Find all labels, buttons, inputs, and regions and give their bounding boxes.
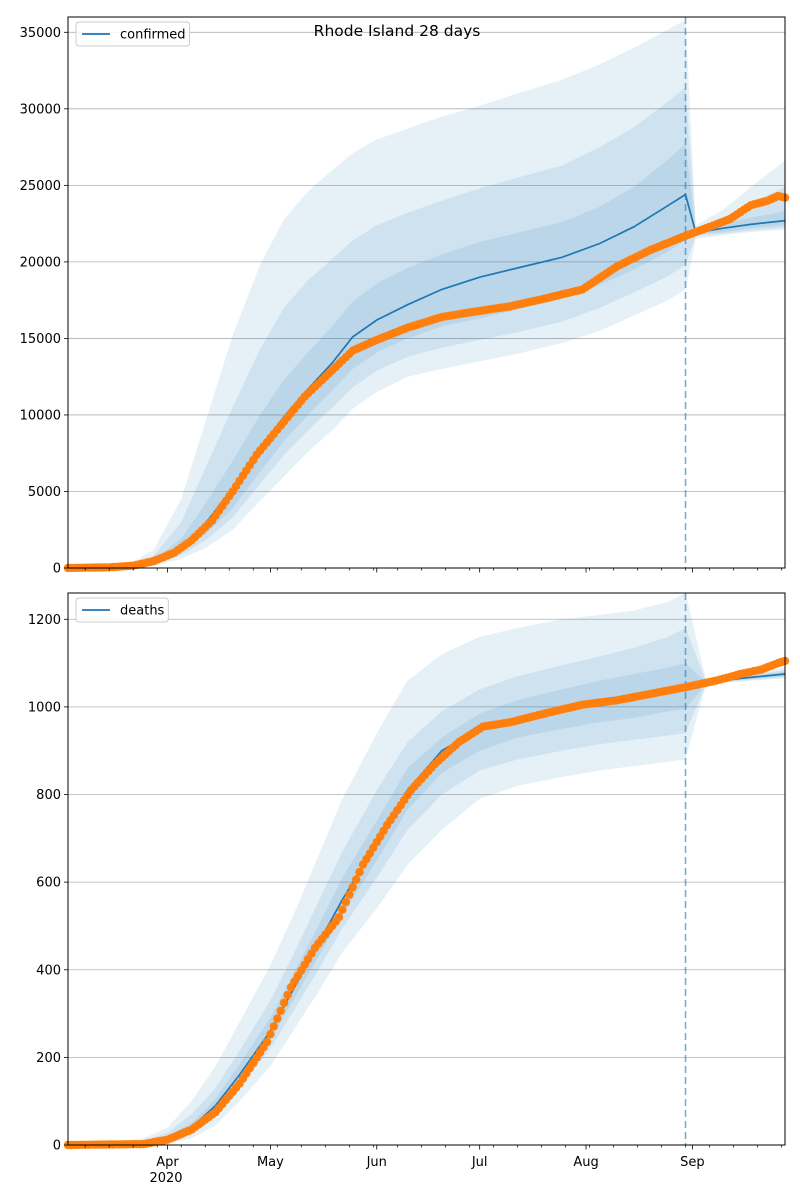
confirmed-y-tick-label-3: 15000 [20,332,61,347]
deaths-y-axis: 0 200 400 600 800 1000 1200 [28,613,68,1154]
x-tick-label-aug: Aug [573,1155,598,1170]
confirmed-band-0 [68,20,785,569]
deaths-legend-box [75,597,169,623]
x-tick-label-jul: Jul [471,1155,488,1170]
deaths-gridlines [68,618,785,1058]
deaths-legend-label: deaths [120,604,165,619]
deaths-y-tick-label-1: 200 [36,1051,61,1066]
deaths-legend: deaths [75,597,169,623]
x-axis-year-label: 2020 [149,1171,182,1186]
deaths-frame-rect [67,592,786,1146]
deaths-observed-point [262,1037,272,1047]
confirmed-gridlines [68,31,785,492]
deaths-y-tick-label-0: 0 [53,1139,61,1154]
confirmed-legend-box [75,21,191,47]
confirmed-y-tick-label-7: 35000 [20,26,61,41]
x-tick-label-sep: Sep [680,1155,705,1170]
deaths-band-0 [68,593,785,1145]
x-tick-label-may: May [257,1155,284,1170]
deaths-y-tick-label-6: 1200 [28,613,61,628]
confirmed-frame-rect [67,16,786,569]
deaths-observed-point [279,998,289,1008]
deaths-panel: 0 200 400 600 800 1000 1200 Apr May Jun Jul Aug Sep… [28,592,790,1186]
confirmed-band-1 [68,87,785,569]
confirmed-legend-label: confirmed [120,28,186,43]
deaths-band-2 [68,663,785,1145]
deaths-observed-point [334,913,344,922]
deaths-observed-point [348,882,357,892]
deaths-observed-point [341,898,351,907]
deaths-observed-point [273,1014,282,1023]
confirmed-panel: 0 5000 10000 15000 20000 25000 30000 35000 conf… [20,16,790,577]
deaths-y-tick-label-3: 600 [36,876,61,891]
deaths-uncertainty-bands [68,593,785,1145]
x-tick-label-jun: Jun [366,1155,387,1170]
deaths-observed-point [269,1022,278,1031]
confirmed-y-tick-label-1: 5000 [28,485,61,500]
confirmed-y-axis: 0 5000 10000 15000 20000 25000 30000 35000 [20,26,68,577]
deaths-y-tick-label-2: 400 [36,963,61,978]
deaths-observed-point [283,990,292,1000]
deaths-observed-point [355,867,364,877]
deaths-observed-point [345,890,354,899]
deaths-y-tick-label-5: 1000 [28,700,61,715]
deaths-observed-point [276,1006,285,1015]
chart-title: Rhode Island 28 days [314,22,481,40]
deaths-observed-points [63,656,790,1150]
x-tick-label-apr: Apr [156,1155,179,1170]
deaths-band-1 [68,628,785,1145]
deaths-observed-point [266,1030,275,1039]
deaths-observed-point [352,875,361,884]
deaths-x-axis: Apr May Jun Jul Aug Sep [84,1145,782,1170]
deaths-observed-point [338,905,347,914]
deaths-y-tick-label-4: 800 [36,788,61,803]
confirmed-legend: confirmed [75,21,191,47]
confirmed-axes-frame [67,16,786,569]
confirmed-y-tick-label-0: 0 [53,562,61,577]
confirmed-y-tick-label-2: 10000 [20,408,61,423]
confirmed-y-tick-label-5: 25000 [20,179,61,194]
confirmed-y-tick-label-4: 20000 [20,255,61,270]
deaths-axes-frame [67,592,786,1146]
confirmed-y-tick-label-6: 30000 [20,102,61,117]
